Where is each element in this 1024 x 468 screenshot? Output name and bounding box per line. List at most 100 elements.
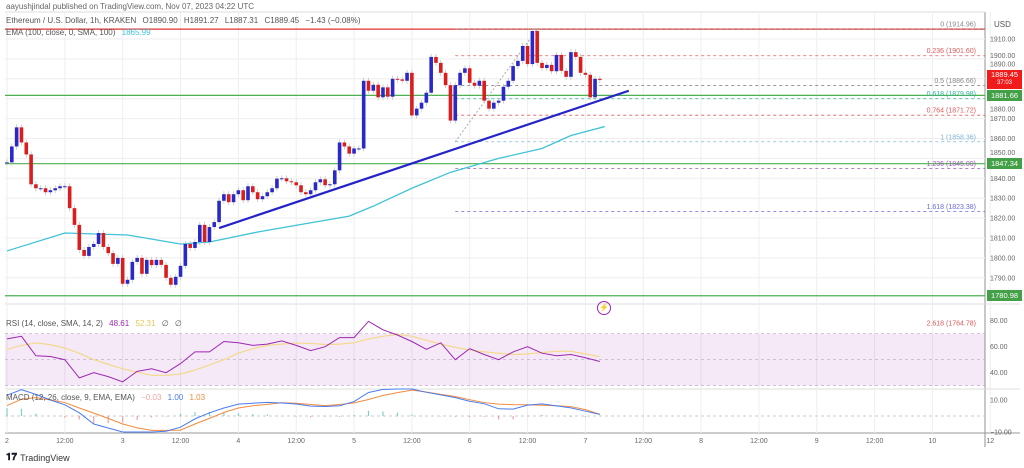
last-price: 1889.45 <box>990 69 1019 79</box>
candle <box>260 196 265 200</box>
ohlc-low: L1887.31 <box>224 16 259 25</box>
fib-level-label: 0.5 (1886.66) <box>934 78 976 85</box>
macd-line <box>6 388 600 433</box>
time-tick-label: 2 <box>5 438 9 445</box>
time-tick-label: 8 <box>699 438 703 445</box>
ema-legend[interactable]: EMA (100, close, 0, SMA, 100) 1865.99 <box>6 28 155 37</box>
macd-tick-label: 10.00 <box>990 398 1008 405</box>
time-tick-label: 12:00 <box>750 438 768 445</box>
candle <box>106 246 111 254</box>
macd-tick-label: −10.00 <box>990 430 1012 437</box>
candle <box>34 184 38 189</box>
candle <box>583 72 588 75</box>
price-tick-label: 1820.00 <box>990 216 1015 223</box>
fib-level-label: 1 (1858.36) <box>940 134 976 141</box>
candle <box>101 233 106 247</box>
candle <box>352 148 356 154</box>
candle <box>313 182 318 191</box>
price-tick-label: 1900.00 <box>990 53 1015 60</box>
footer: 𝟏𝟕 TradingView <box>6 452 70 463</box>
candle <box>342 142 347 147</box>
rsi-ma-value: 52.31 <box>135 319 156 328</box>
rsi-line <box>6 320 600 383</box>
candle <box>511 66 515 81</box>
candle <box>87 246 91 256</box>
candle <box>390 78 395 97</box>
price-tick-label: 1800.00 <box>990 255 1015 262</box>
candle <box>463 68 467 73</box>
rsi-band <box>5 333 985 386</box>
candle <box>43 188 48 193</box>
rsi-legend[interactable]: RSI (14, close, SMA, 14, 2) 48.61 52.31 … <box>6 319 186 328</box>
time-tick-label: 5 <box>352 438 356 445</box>
candle <box>525 45 530 65</box>
symbol-name[interactable]: Ethereum / U.S. Dollar, 1h, KRAKEN <box>6 16 137 25</box>
macd-legend[interactable]: MACD (12, 26, close, 9, EMA, EMA) −0.03 … <box>6 393 209 402</box>
symbol-legend: Ethereum / U.S. Dollar, 1h, KRAKEN O1890… <box>6 16 365 25</box>
candle <box>506 80 511 87</box>
candle <box>294 182 298 186</box>
support-price-label-1: 1881.66 <box>987 90 1022 101</box>
fib-level-label: 0.618 (1879.98) <box>927 91 976 98</box>
ema-label: EMA (100, close, 0, SMA, 100) <box>6 28 116 37</box>
price-tick-label: 1860.00 <box>990 136 1015 143</box>
time-tick-label: 12:00 <box>403 438 421 445</box>
candle <box>19 127 24 143</box>
candle <box>111 253 115 264</box>
candle <box>169 277 173 285</box>
candle <box>598 78 602 80</box>
candle <box>366 80 371 91</box>
candle <box>198 224 202 242</box>
candle <box>410 72 414 116</box>
candle <box>130 261 135 280</box>
candle <box>183 243 188 266</box>
price-tick-label: 1890.00 <box>990 62 1015 69</box>
candle <box>419 102 424 109</box>
time-tick-label: 12:00 <box>172 438 190 445</box>
candle <box>212 222 217 228</box>
candle <box>207 227 212 242</box>
candle <box>573 52 578 57</box>
fib-level-label: 0.764 (1871.72) <box>927 108 976 115</box>
candle <box>332 170 337 185</box>
rsi-extra-2: ∅ <box>174 319 182 328</box>
macd-value: 1.00 <box>167 393 184 402</box>
price-tick-label: 1910.00 <box>990 37 1015 44</box>
candle <box>222 194 226 201</box>
time-tick-label: 12:00 <box>56 438 74 445</box>
fib-level-label: 0 (1914.96) <box>940 22 976 29</box>
candle <box>246 186 250 201</box>
tradingview-logo[interactable]: 𝟏𝟕 <box>6 452 18 463</box>
price-tick-label: 1870.00 <box>990 116 1015 123</box>
candle <box>395 78 400 80</box>
candle <box>535 31 539 63</box>
candle <box>116 257 120 264</box>
candle <box>67 186 72 209</box>
candle <box>91 243 96 247</box>
lightning-icon[interactable]: ⚡ <box>597 301 611 315</box>
currency-label[interactable]: USD <box>994 20 1011 29</box>
candle <box>188 243 192 248</box>
candle <box>467 68 472 83</box>
macd-signal-value: 1.03 <box>189 393 206 402</box>
candle <box>24 142 29 155</box>
candle <box>549 64 554 72</box>
support-price-label-3: 1780.98 <box>987 290 1022 301</box>
macd-hist-value: −0.03 <box>141 393 162 402</box>
candle <box>226 194 231 203</box>
candle <box>149 259 154 266</box>
ema-line <box>6 125 605 252</box>
candle <box>77 224 82 250</box>
candle <box>516 60 520 67</box>
candle <box>140 257 144 274</box>
price-change: −1.43 (−0.08%) <box>305 16 361 25</box>
price-tick-label: 1840.00 <box>990 176 1015 183</box>
time-tick-label: 12:00 <box>287 438 305 445</box>
candle <box>284 178 289 182</box>
fib-level-label: 2.618 (1764.78) <box>927 320 976 327</box>
candle <box>381 87 385 98</box>
candle <box>275 178 279 189</box>
candle <box>10 146 14 163</box>
time-tick-label: 12:00 <box>519 438 537 445</box>
